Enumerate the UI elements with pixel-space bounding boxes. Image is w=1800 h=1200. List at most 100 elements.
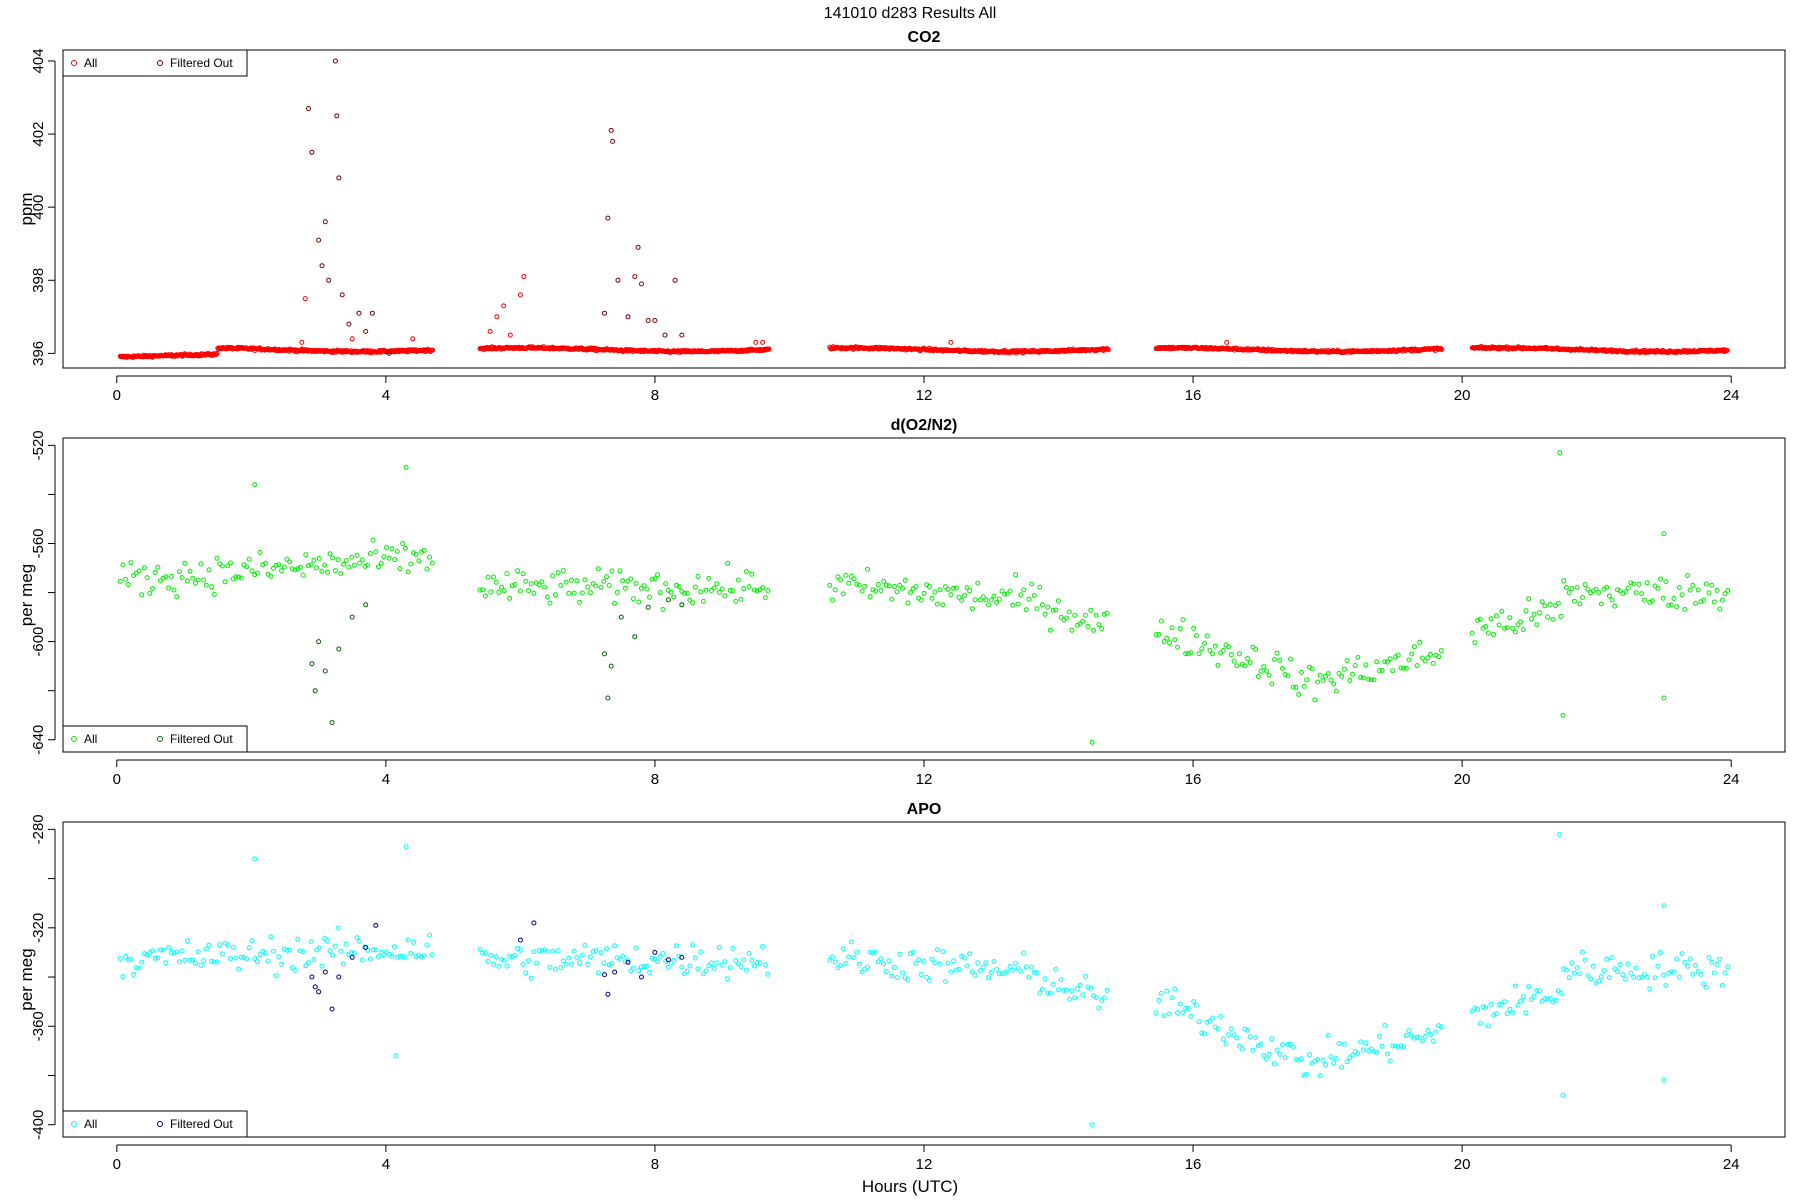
data-point xyxy=(585,961,591,967)
data-point xyxy=(953,585,959,591)
data-point xyxy=(609,961,615,967)
data-point xyxy=(964,963,970,969)
data-point xyxy=(501,588,507,594)
data-point xyxy=(338,571,344,576)
data-point xyxy=(1625,585,1631,591)
data-point xyxy=(649,576,655,582)
data-point xyxy=(1085,984,1091,990)
data-point xyxy=(198,962,204,968)
data-point xyxy=(1679,592,1685,598)
data-point xyxy=(1315,1057,1320,1063)
data-point xyxy=(889,973,895,979)
data-point xyxy=(128,956,134,962)
data-point xyxy=(1210,651,1216,657)
data-point xyxy=(983,960,989,966)
data-point xyxy=(494,314,500,320)
data-point xyxy=(921,590,927,596)
data-point xyxy=(1223,1041,1229,1047)
data-point xyxy=(1499,1001,1505,1007)
data-point xyxy=(1358,1039,1364,1045)
data-point xyxy=(362,563,368,569)
data-point xyxy=(1101,995,1107,1001)
data-point xyxy=(1428,1032,1433,1037)
data-point xyxy=(975,580,981,586)
data-point xyxy=(612,600,618,606)
data-point xyxy=(978,968,983,974)
data-point xyxy=(600,347,606,353)
data-point xyxy=(1411,1035,1417,1041)
legend: All Filtered Out xyxy=(62,49,248,77)
data-point xyxy=(1580,595,1585,600)
data-point xyxy=(663,581,669,587)
data-point xyxy=(1520,627,1526,632)
data-point xyxy=(403,464,409,470)
data-point xyxy=(706,575,712,581)
data-point xyxy=(1341,666,1347,672)
data-point xyxy=(585,584,591,590)
data-point xyxy=(539,948,545,954)
data-point xyxy=(1255,674,1261,679)
data-point xyxy=(1266,1051,1272,1057)
data-point xyxy=(1644,580,1650,586)
data-point xyxy=(1158,618,1164,624)
data-point xyxy=(867,949,873,955)
data-point xyxy=(1661,1077,1667,1083)
data-point xyxy=(1105,346,1110,352)
data-point xyxy=(1582,957,1588,963)
legend-marker-all xyxy=(71,1121,77,1127)
filtered-point xyxy=(645,604,651,610)
data-point xyxy=(1066,996,1072,1002)
data-point xyxy=(365,562,371,568)
data-point xyxy=(512,952,518,958)
data-point xyxy=(1663,983,1669,988)
data-point xyxy=(166,585,172,591)
filtered-point xyxy=(336,175,342,181)
data-point xyxy=(660,606,666,612)
panel-title: d(O2/N2) xyxy=(891,417,958,434)
data-point xyxy=(900,585,905,591)
filtered-point xyxy=(517,937,523,943)
data-point xyxy=(1050,607,1056,613)
data-point xyxy=(499,956,505,962)
data-point xyxy=(1572,598,1577,604)
data-point xyxy=(1382,1022,1388,1028)
data-point xyxy=(1339,1064,1345,1070)
data-point xyxy=(230,944,236,950)
data-point xyxy=(1089,739,1095,745)
panel-0: CO2 0 4 8 12 16 20 24 396 398 400 402 404 ppm All Filte… xyxy=(17,29,1786,404)
data-point xyxy=(652,956,658,962)
data-point xyxy=(1515,622,1521,628)
y-tick-label: -280 xyxy=(30,814,47,844)
data-point xyxy=(1064,987,1070,993)
filtered-point xyxy=(645,318,651,323)
data-point xyxy=(139,959,145,965)
data-point xyxy=(1029,581,1035,587)
data-point xyxy=(244,564,250,570)
legend-marker-all xyxy=(71,736,77,742)
data-point xyxy=(1228,1026,1234,1032)
data-point xyxy=(1199,1030,1205,1036)
data-point xyxy=(1039,602,1045,608)
data-point xyxy=(1277,657,1283,663)
data-point xyxy=(133,965,139,971)
data-point xyxy=(1347,677,1353,683)
data-point xyxy=(501,957,507,963)
data-point xyxy=(1023,964,1029,970)
data-point xyxy=(424,566,430,572)
data-point xyxy=(386,555,392,561)
data-point xyxy=(848,939,854,945)
data-point xyxy=(544,948,550,954)
data-point xyxy=(1104,987,1110,993)
data-point xyxy=(1245,656,1250,662)
data-point xyxy=(722,593,728,599)
data-point xyxy=(1493,613,1499,619)
data-point xyxy=(1037,990,1043,996)
data-point xyxy=(117,578,123,584)
data-point xyxy=(905,977,911,983)
y-tick-label: 396 xyxy=(30,341,47,366)
filtered-point xyxy=(373,922,379,928)
legend-label-all: All xyxy=(84,1117,97,1131)
data-point xyxy=(1714,962,1720,967)
legend-marker-filtered xyxy=(157,1121,163,1127)
data-point xyxy=(1628,580,1634,586)
